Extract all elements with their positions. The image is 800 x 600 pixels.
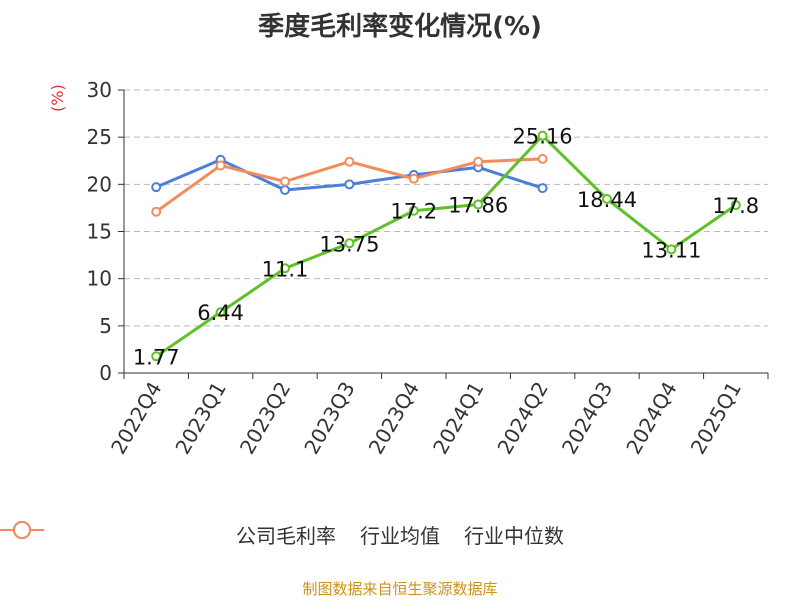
x-tick-label: 2023Q2	[235, 378, 295, 459]
data-point	[215, 307, 226, 318]
data-point	[537, 153, 548, 164]
data-point	[666, 244, 677, 255]
x-tick-label: 2023Q3	[299, 378, 359, 459]
legend-item-industry-median[interactable]: 行业中位数	[0, 520, 564, 549]
y-tick-label: 10	[87, 267, 112, 291]
chart-title: 季度毛利率变化情况(%)	[258, 12, 542, 42]
data-label: 17.2	[390, 200, 437, 224]
x-tick-label: 2025Q1	[686, 378, 746, 459]
y-tick-label: 30	[87, 78, 112, 102]
data-point	[151, 182, 162, 193]
data-point	[280, 263, 290, 274]
data-point	[537, 130, 548, 141]
data-label: 1.77	[133, 345, 180, 369]
data-point	[280, 176, 290, 187]
data-point	[602, 194, 612, 205]
legend-label-industry-mean: 行业均值	[360, 524, 440, 548]
series-line-0	[155, 134, 737, 358]
x-tick-label: 2024Q4	[621, 378, 681, 459]
x-tick-label: 2024Q1	[428, 378, 488, 459]
data-label: 18.44	[577, 188, 637, 212]
data-point	[537, 183, 548, 194]
data-label: 6.44	[197, 301, 244, 325]
data-point	[215, 160, 226, 171]
data-point	[730, 200, 741, 211]
data-label: 17.86	[448, 194, 508, 218]
x-tick-label: 2022Q4	[106, 378, 166, 459]
data-point	[151, 351, 162, 362]
data-point	[473, 199, 484, 210]
legend: 公司毛利率 行业均值 行业中位数	[0, 520, 800, 549]
data-point	[344, 156, 355, 167]
source-note: 制图数据来自恒生聚源数据库	[302, 580, 498, 598]
y-tick-label: 5	[99, 314, 112, 338]
y-tick-label: 25	[87, 125, 112, 149]
data-label: 13.11	[641, 238, 701, 262]
legend-item-industry-mean[interactable]: 行业均值	[0, 520, 440, 549]
data-point	[408, 205, 419, 216]
legend-item-company[interactable]: 公司毛利率	[0, 520, 336, 549]
x-tick-label: 2024Q3	[557, 378, 617, 459]
data-point	[473, 156, 484, 167]
data-point	[344, 179, 355, 190]
y-tick-label: 15	[87, 220, 112, 244]
data-label: 25.16	[513, 125, 573, 149]
data-point	[151, 206, 162, 217]
data-point	[408, 173, 419, 184]
data-point	[344, 238, 355, 249]
x-tick-label: 2024Q2	[492, 378, 552, 459]
legend-marker-industry-median	[0, 521, 44, 539]
data-point	[280, 184, 290, 195]
legend-label-company: 公司毛利率	[236, 524, 336, 548]
y-tick-label: 0	[99, 361, 112, 385]
data-label: 13.75	[319, 232, 379, 256]
data-label: 17.8	[712, 194, 759, 218]
data-label: 11.1	[262, 257, 309, 281]
y-tick-label: 20	[87, 172, 112, 196]
x-tick-label: 2023Q4	[364, 378, 424, 459]
x-tick-label: 2023Q1	[170, 378, 230, 459]
legend-label-industry-median: 行业中位数	[464, 524, 564, 548]
